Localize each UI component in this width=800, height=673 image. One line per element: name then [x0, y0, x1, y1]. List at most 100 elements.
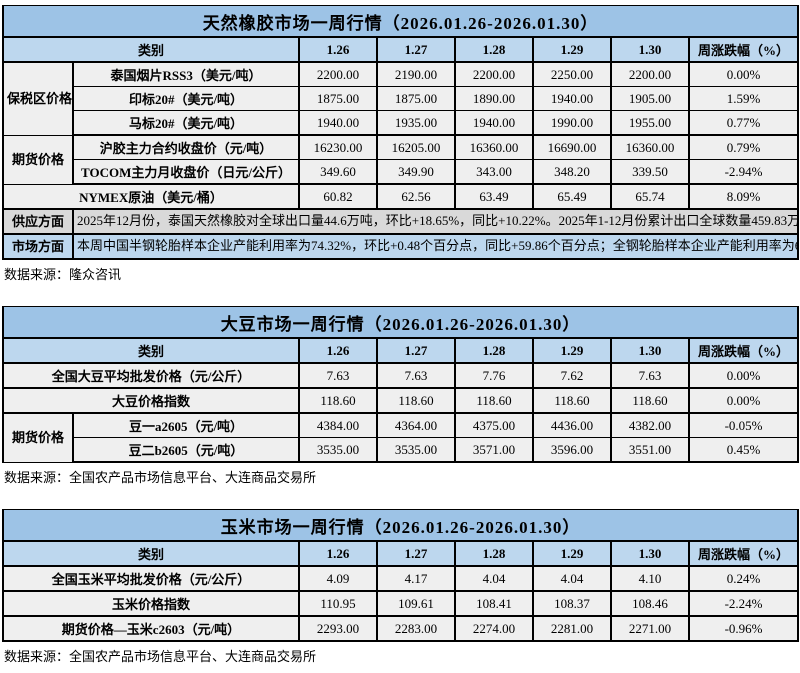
group-label-futures-price: 期货价格 [2, 134, 74, 185]
value-cell: 60.82 [298, 183, 378, 210]
column-header-date: 1.28 [454, 36, 534, 63]
value-cell: 2200.00 [298, 61, 378, 87]
value-cell: 1940.00 [454, 110, 534, 136]
spacer [0, 483, 800, 509]
value-cell: 1955.00 [610, 110, 690, 136]
column-header-date: 1.30 [610, 337, 690, 364]
row-label: 沪胶主力合约收盘价（元/吨） [72, 134, 300, 160]
supply-section-text: 2025年12月份，泰国天然橡胶对全球出口量44.6万吨，环比+18.65%，同… [71, 208, 800, 235]
change-cell: 1.59% [687, 86, 800, 111]
data-source-soybean: 数据来源：全国农产品市场信息平台、大连商品交易所 [4, 470, 317, 485]
market-section-label: 市场方面 [2, 233, 74, 260]
value-cell: 2274.00 [454, 615, 534, 642]
value-cell: 2281.00 [532, 615, 612, 642]
row-label-soybean-wholesale: 全国大豆平均批发价格（元/公斤） [2, 362, 300, 389]
value-cell: 4.04 [454, 565, 534, 592]
column-header-date: 1.28 [454, 337, 534, 364]
corn-market-table: 玉米市场一周行情（2026.01.26-2026.01.30） 类别 1.26 … [1, 509, 800, 642]
value-cell: 348.20 [532, 159, 612, 185]
change-cell: 0.00% [687, 61, 800, 87]
value-cell: 16690.00 [532, 134, 612, 160]
change-cell: 0.00% [687, 362, 800, 389]
value-cell: 4382.00 [610, 412, 690, 438]
value-cell: 118.60 [376, 387, 456, 414]
value-cell: 2190.00 [376, 61, 456, 87]
value-cell: 349.60 [298, 159, 378, 185]
row-label-corn-futures-c2603: 期货价格—玉米c2603（元/吨） [2, 615, 300, 642]
column-header-date: 1.27 [376, 337, 456, 364]
value-cell: 110.95 [298, 590, 378, 617]
value-cell: 4.10 [610, 565, 690, 592]
value-cell: 2250.00 [532, 61, 612, 87]
data-source-corn: 数据来源：全国农产品市场信息平台、大连商品交易所 [4, 649, 317, 664]
rubber-market-table: 天然橡胶市场一周行情（2026.01.26-2026.01.30） 类别 1.2… [1, 5, 800, 260]
value-cell: 4.09 [298, 565, 378, 592]
column-header-date: 1.27 [376, 36, 456, 63]
column-header-date: 1.27 [376, 540, 456, 567]
row-label-soybean-price-index: 大豆价格指数 [2, 387, 300, 414]
column-header-date: 1.30 [610, 36, 690, 63]
value-cell: 108.41 [454, 590, 534, 617]
group-label-futures-price: 期货价格 [2, 412, 74, 463]
value-cell: 108.37 [532, 590, 612, 617]
row-label-corn-price-index: 玉米价格指数 [2, 590, 300, 617]
value-cell: 7.62 [532, 362, 612, 389]
value-cell: 1875.00 [376, 86, 456, 111]
column-header-date: 1.28 [454, 540, 534, 567]
change-cell: 0.79% [687, 134, 800, 160]
value-cell: 16230.00 [298, 134, 378, 160]
spacer [0, 280, 800, 306]
column-header-weekly-change: 周涨跌幅（%） [687, 540, 800, 567]
value-cell: 4.17 [376, 565, 456, 592]
row-label-soybean-a2605: 豆一a2605（元/吨） [72, 412, 300, 438]
value-cell: 4.04 [532, 565, 612, 592]
value-cell: 118.60 [532, 387, 612, 414]
value-cell: 16360.00 [454, 134, 534, 160]
group-label-bonded-zone-price: 保税区价格 [2, 61, 74, 136]
value-cell: 3535.00 [376, 437, 456, 463]
value-cell: 1990.00 [532, 110, 612, 136]
value-cell: 4384.00 [298, 412, 378, 438]
column-header-weekly-change: 周涨跌幅（%） [687, 337, 800, 364]
value-cell: 1935.00 [376, 110, 456, 136]
value-cell: 2200.00 [454, 61, 534, 87]
row-label: 印标20#（美元/吨） [72, 86, 300, 111]
value-cell: 16360.00 [610, 134, 690, 160]
column-header-weekly-change: 周涨跌幅（%） [687, 36, 800, 63]
value-cell: 1940.00 [298, 110, 378, 136]
change-cell: -0.96% [687, 615, 800, 642]
row-label-nymex-crude: NYMEX原油（美元/桶） [2, 183, 300, 210]
value-cell: 3535.00 [298, 437, 378, 463]
column-header-date: 1.29 [532, 540, 612, 567]
market-section-text: 本周中国半钢轮胎样本企业产能利用率为74.32%，环比+0.48个百分点，同比+… [71, 233, 800, 260]
change-cell: 0.45% [687, 437, 800, 463]
row-label: 马标20#（美元/吨） [72, 110, 300, 136]
soybean-market-table: 大豆市场一周行情（2026.01.26-2026.01.30） 类别 1.26 … [1, 306, 800, 463]
value-cell: 118.60 [454, 387, 534, 414]
soybean-table-title: 大豆市场一周行情（2026.01.26-2026.01.30） [1, 306, 800, 339]
value-cell: 65.49 [532, 183, 612, 210]
value-cell: 3596.00 [532, 437, 612, 463]
column-header-date: 1.29 [532, 36, 612, 63]
value-cell: 4364.00 [376, 412, 456, 438]
row-label: 泰国烟片RSS3（美元/吨） [72, 61, 300, 87]
supply-section-label: 供应方面 [2, 208, 74, 235]
value-cell: 118.60 [298, 387, 378, 414]
value-cell: 7.63 [298, 362, 378, 389]
value-cell: 2293.00 [298, 615, 378, 642]
row-label-corn-wholesale: 全国玉米平均批发价格（元/公斤） [2, 565, 300, 592]
value-cell: 2271.00 [610, 615, 690, 642]
value-cell: 63.49 [454, 183, 534, 210]
value-cell: 16205.00 [376, 134, 456, 160]
value-cell: 3551.00 [610, 437, 690, 463]
column-header-date: 1.30 [610, 540, 690, 567]
value-cell: 4375.00 [454, 412, 534, 438]
column-header-category: 类别 [2, 36, 300, 63]
value-cell: 62.56 [376, 183, 456, 210]
column-header-category: 类别 [2, 540, 300, 567]
change-cell: 0.24% [687, 565, 800, 592]
value-cell: 65.74 [610, 183, 690, 210]
value-cell: 7.63 [376, 362, 456, 389]
change-cell: 0.77% [687, 110, 800, 136]
